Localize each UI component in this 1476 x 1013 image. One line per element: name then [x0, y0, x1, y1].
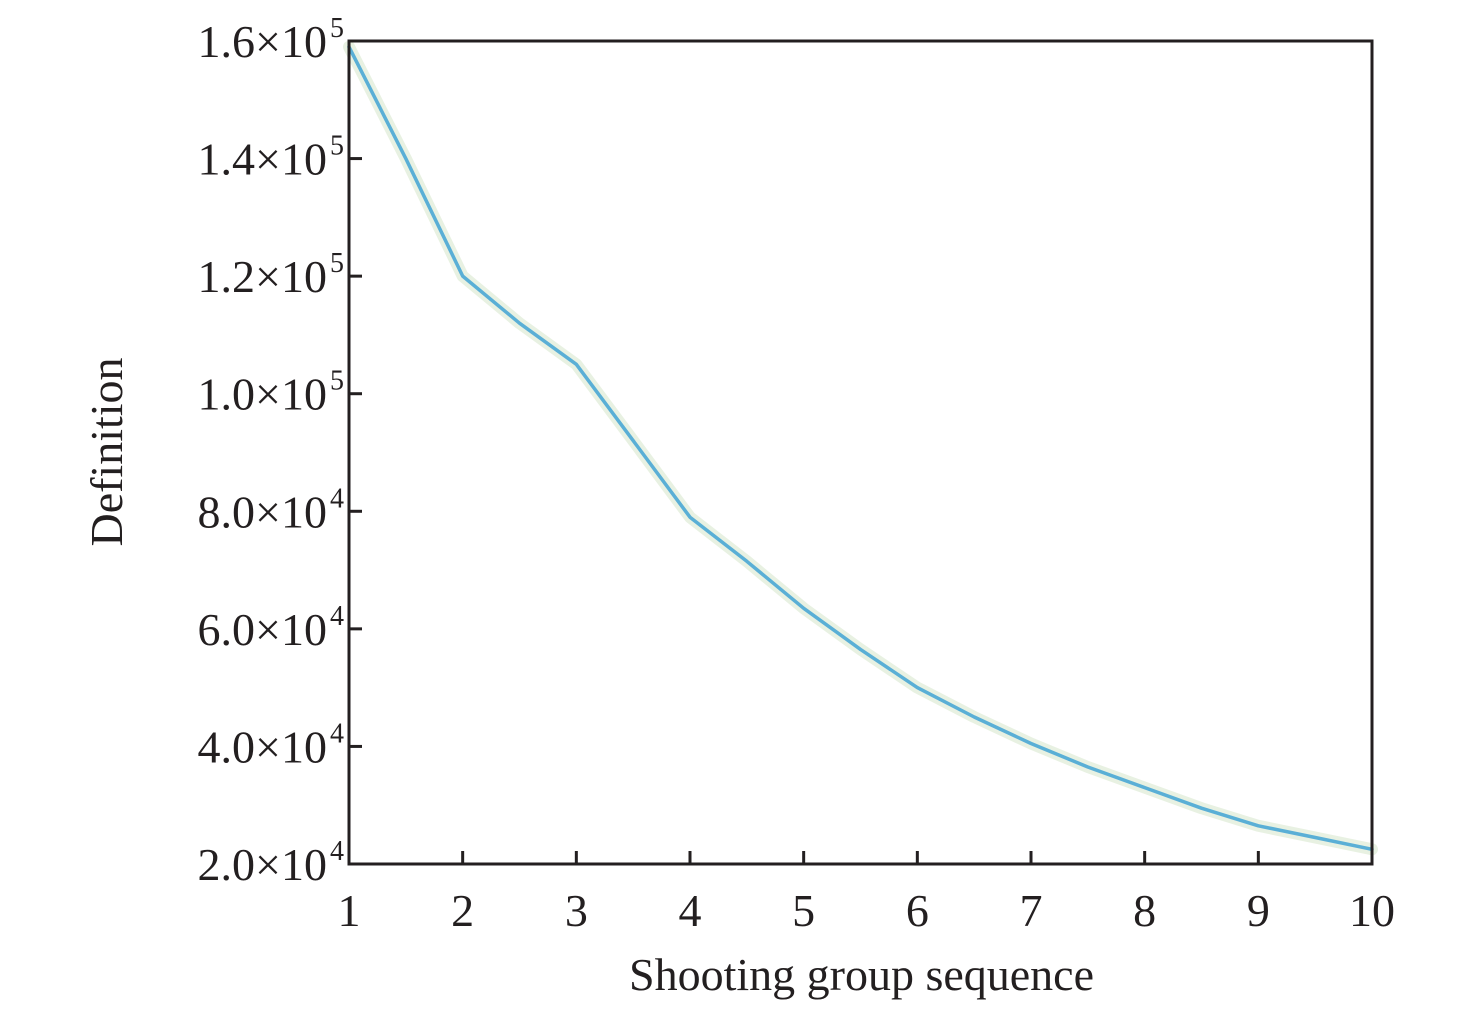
- x-tick-label: 1: [338, 885, 361, 936]
- ticks-layer: [347, 39, 1374, 866]
- series-layer: [343, 40, 1378, 856]
- x-tick-label: 7: [1020, 885, 1043, 936]
- y-tick-label: 1.0×10: [198, 369, 327, 420]
- y-tick-exponent: 5: [330, 131, 344, 162]
- y-tick-exponent: 5: [330, 13, 344, 44]
- y-tick-exponent: 4: [330, 483, 344, 514]
- y-tick-label: 1.2×10: [198, 251, 327, 302]
- x-tick-label: 3: [565, 885, 588, 936]
- labels-layer: 1 2 3 4 5 6 7 8 9 102.0×10 44.0×10 46.0×10 48.0×10 41…: [198, 13, 1395, 936]
- y-tick-label: 1.6×10: [198, 16, 327, 67]
- plot-frame: [347, 39, 1374, 866]
- y-tick-exponent: 4: [330, 836, 344, 867]
- x-tick-label: 6: [906, 885, 929, 936]
- x-tick-label: 8: [1133, 885, 1156, 936]
- y-tick-label: 6.0×10: [198, 604, 327, 655]
- y-tick-exponent: 4: [330, 718, 344, 749]
- x-tick-label: 5: [792, 885, 815, 936]
- x-tick-label: 2: [451, 885, 474, 936]
- series-line: [347, 45, 1374, 852]
- x-tick-label: 9: [1247, 885, 1270, 936]
- x-tick-label: 4: [679, 885, 702, 936]
- y-tick-label: 2.0×10: [198, 839, 327, 890]
- y-tick-label: 4.0×10: [198, 721, 327, 772]
- y-tick-exponent: 4: [330, 601, 344, 632]
- y-tick-exponent: 5: [330, 366, 344, 397]
- y-tick-exponent: 5: [330, 248, 344, 279]
- series-line-halo: [343, 40, 1378, 856]
- x-tick-label: 10: [1349, 885, 1395, 936]
- y-axis-title: Definition: [81, 357, 132, 546]
- x-axis-title: Shooting group sequence: [629, 949, 1094, 1000]
- y-tick-label: 1.4×10: [198, 134, 327, 185]
- y-tick-label: 8.0×10: [198, 486, 327, 537]
